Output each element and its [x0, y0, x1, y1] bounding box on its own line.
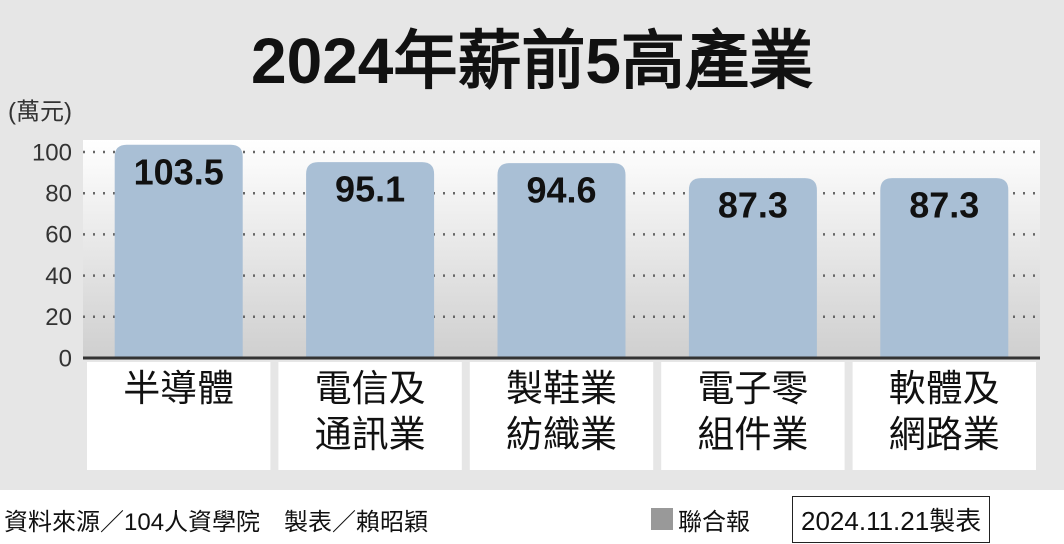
value-label: 95.1 — [335, 169, 405, 210]
chart-title: 2024年薪前5高產業 — [251, 25, 813, 97]
y-tick-label: 80 — [45, 181, 72, 208]
category-panel — [87, 362, 271, 470]
unit-label: (萬元) — [8, 98, 72, 125]
y-tick-label: 60 — [45, 222, 72, 249]
value-label: 94.6 — [526, 170, 596, 211]
value-label: 87.3 — [909, 185, 979, 226]
x-tick-label: 電子零組件業 — [697, 368, 809, 455]
category-panel — [852, 362, 1036, 470]
footer: 資料來源／104人資學院 製表／賴昭穎 聯合報 2024.11.21製表 — [0, 490, 1064, 544]
y-tick-label: 0 — [59, 345, 72, 372]
bar — [497, 163, 626, 358]
y-tick-label: 40 — [45, 263, 72, 290]
x-tick-label: 半導體 — [123, 368, 235, 409]
source: 資料來源／104人資學院 製表／賴昭穎 — [4, 509, 429, 536]
value-label: 87.3 — [718, 185, 788, 226]
publisher-icon — [651, 508, 673, 530]
publisher: 聯合報 — [678, 509, 750, 536]
y-tick-label: 20 — [45, 304, 72, 331]
bar — [306, 162, 435, 358]
date: 2024.11.21製表 — [792, 496, 991, 543]
bar — [688, 178, 817, 358]
x-tick-label: 軟體及網路業 — [888, 368, 1000, 455]
x-tick-label: 製鞋業紡織業 — [506, 368, 617, 455]
category-panel — [469, 362, 654, 470]
y-tick-label: 100 — [32, 139, 72, 166]
category-panel — [278, 362, 462, 470]
x-tick-label: 電信及通訊業 — [314, 368, 426, 455]
value-label: 103.5 — [134, 151, 224, 192]
bar — [114, 144, 243, 358]
category-panel — [661, 362, 845, 470]
chart-svg: 2024年薪前5高產業 (萬元) 0 20 40 60 80 100 103.5 95.1 94… — [8, 25, 1040, 470]
bar — [880, 178, 1009, 358]
